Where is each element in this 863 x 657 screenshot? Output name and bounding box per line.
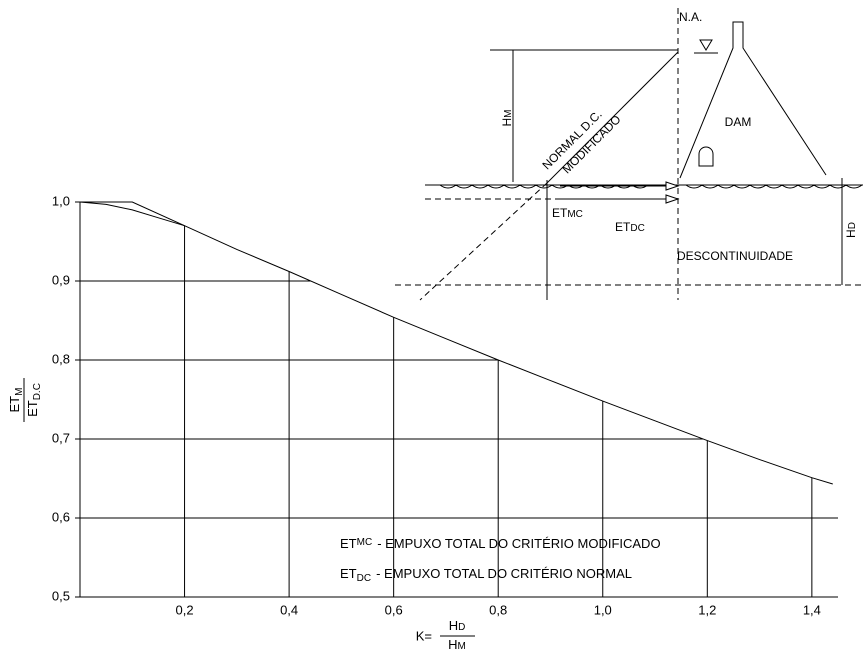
- curve: [80, 202, 833, 484]
- y-tick-label: 0,6: [52, 509, 70, 524]
- diagram: N.A. DAM HM HD NORMAL D.C. MODIFICADO ET…: [395, 8, 863, 300]
- x-tick-label: 1,4: [803, 602, 821, 617]
- y-tick-label: 0,7: [52, 430, 70, 445]
- x-label-top: HD: [449, 618, 466, 633]
- dam: [680, 22, 826, 178]
- hd-label: HD: [844, 222, 858, 238]
- water-symbol: [700, 40, 712, 50]
- y-tick-label: 0,8: [52, 351, 70, 366]
- note: ETDC- EMPUXO TOTAL DO CRITÉRIO NORMAL: [340, 566, 632, 583]
- gallery: [699, 147, 713, 166]
- y-label-bottom: ETD.C: [25, 383, 42, 417]
- x-label-bottom: HM: [448, 637, 466, 652]
- y-tick-label: 1,0: [52, 193, 70, 208]
- discontinuity-label: DESCONTINUIDADE: [677, 249, 793, 263]
- y-label-top: ETM: [7, 388, 24, 413]
- note: ETMC- EMPUXO TOTAL DO CRITÉRIO MODIFICAD…: [340, 536, 661, 551]
- arrow-head: [666, 195, 678, 203]
- curve: [80, 202, 185, 226]
- arrow-head: [666, 182, 678, 190]
- y-axis-label: ETM ETD.C: [7, 378, 42, 422]
- chart: N.A. DAM HM HD NORMAL D.C. MODIFICADO ET…: [0, 0, 863, 657]
- x-axis-label: K= HD HM: [416, 618, 475, 652]
- water-level-label: N.A.: [679, 10, 702, 24]
- notes: ETMC- EMPUXO TOTAL DO CRITÉRIO MODIFICAD…: [340, 536, 661, 583]
- x-tick-label: 1,0: [594, 602, 612, 617]
- et-mc-label: ETMC: [552, 206, 583, 220]
- x-label-prefix: K=: [416, 628, 432, 643]
- modified-line: [420, 183, 547, 300]
- et-dc-label: ETDC: [615, 220, 645, 234]
- x-tick-label: 0,6: [385, 602, 403, 617]
- hm-label: HM: [500, 109, 514, 126]
- x-tick-label: 0,4: [280, 602, 298, 617]
- dam-label: DAM: [725, 115, 752, 129]
- x-tick-label: 1,2: [698, 602, 716, 617]
- y-tick-label: 0,9: [52, 272, 70, 287]
- x-tick-label: 0,2: [176, 602, 194, 617]
- y-tick-label: 0,5: [52, 588, 70, 603]
- x-tick-label: 0,8: [489, 602, 507, 617]
